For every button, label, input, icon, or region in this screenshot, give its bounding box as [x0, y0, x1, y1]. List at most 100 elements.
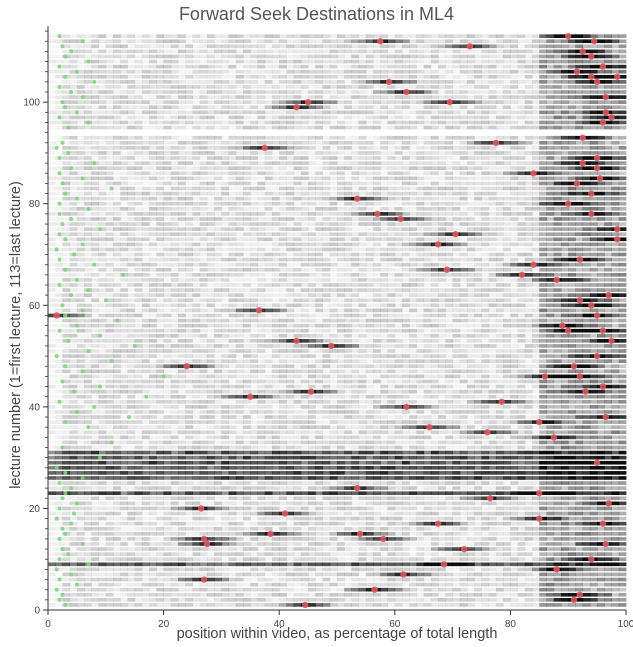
heat-cell [568, 537, 576, 541]
heat-cell [105, 506, 114, 511]
heat-cell [62, 369, 71, 374]
heat-cell [329, 415, 338, 419]
heat-cell [329, 567, 338, 572]
heat-cell [250, 552, 258, 556]
heat-cell [402, 476, 410, 480]
heat-cell [546, 430, 555, 435]
heat-cell [438, 521, 446, 526]
heat-cell [546, 435, 555, 440]
heat-cell [105, 521, 114, 526]
heat-cell [438, 592, 446, 597]
heat-cell [221, 598, 230, 602]
heat-cell [206, 394, 215, 399]
heat-cell [300, 394, 309, 399]
heat-cell [575, 516, 584, 521]
heat-cell [84, 420, 92, 424]
heat-cell [300, 318, 309, 323]
heat-cell [546, 511, 555, 516]
heat-cell [48, 526, 56, 531]
heat-cell [98, 328, 107, 333]
heat-cell [546, 410, 555, 414]
heat-cell [365, 455, 374, 460]
heat-cell [127, 374, 136, 379]
heat-cell [69, 384, 78, 389]
heat-cell [589, 344, 598, 348]
heat-cell [163, 537, 172, 541]
heat-cell [149, 425, 157, 430]
heat-cell [582, 526, 591, 531]
heat-cell [48, 319, 56, 323]
heat-cell [524, 567, 533, 572]
heat-cell [156, 359, 165, 363]
heat-cell [604, 471, 612, 475]
heat-cell [264, 552, 273, 556]
heat-cell [113, 455, 121, 460]
heat-cell [69, 501, 78, 506]
heat-cell [163, 333, 172, 338]
heat-cell [380, 293, 388, 297]
heat-cell [423, 430, 432, 435]
heat-cell [553, 603, 562, 607]
heat-cell [235, 344, 244, 348]
heat-cell [430, 298, 439, 303]
heat-cell [560, 557, 569, 562]
heat-cell [315, 476, 323, 480]
heat-cell [322, 410, 331, 414]
heat-cell [91, 318, 99, 323]
heat-cell [618, 389, 627, 394]
heat-cell [604, 582, 612, 587]
heat-cell [127, 359, 136, 363]
heat-cell [264, 511, 273, 516]
heat-cell [271, 349, 280, 353]
heat-cell [257, 557, 266, 562]
heat-cell [517, 496, 526, 501]
heat-cell [409, 481, 417, 485]
heat-cell [91, 537, 99, 541]
heat-cell [206, 506, 215, 511]
heat-cell [546, 359, 555, 363]
heat-cell [488, 582, 497, 587]
heat-cell [206, 318, 215, 323]
heat-cell [351, 384, 360, 389]
heat-cell [373, 506, 381, 511]
heat-cell [517, 552, 526, 556]
heat-cell [84, 547, 92, 551]
heat-cell [575, 526, 584, 531]
heat-cell [271, 389, 280, 394]
heat-cell [452, 420, 461, 424]
heat-cell [257, 516, 266, 521]
heat-cell [279, 288, 287, 292]
heat-cell [459, 399, 468, 404]
heat-cell [546, 328, 555, 333]
heat-cell [98, 298, 107, 303]
heat-cell [597, 572, 605, 577]
heat-cell [589, 506, 598, 511]
heat-cell [185, 603, 193, 607]
heat-cell [589, 572, 598, 577]
heat-cell [337, 313, 345, 318]
heat-cell [582, 405, 591, 409]
heat-cell [141, 420, 150, 424]
heat-cell [48, 349, 56, 353]
heat-cell [474, 521, 482, 526]
heat-cell [546, 379, 555, 384]
heat-cell [575, 547, 584, 551]
heat-cell [618, 339, 627, 343]
heat-cell [300, 526, 309, 531]
heat-cell [257, 430, 266, 435]
heat-cell [467, 582, 475, 587]
heat-cell [474, 532, 482, 536]
heat-cell [365, 328, 374, 333]
heat-cell [271, 440, 280, 445]
heat-cell [597, 562, 605, 567]
heat-cell [199, 298, 208, 303]
heat-cell [539, 572, 547, 577]
heat-cell [322, 420, 331, 424]
heat-cell [589, 552, 598, 556]
heat-cell [539, 318, 547, 323]
heat-cell [55, 496, 63, 501]
heat-cell [170, 303, 179, 308]
heat-cell [279, 369, 287, 374]
heat-cell [279, 328, 287, 333]
heat-cell [264, 298, 273, 303]
